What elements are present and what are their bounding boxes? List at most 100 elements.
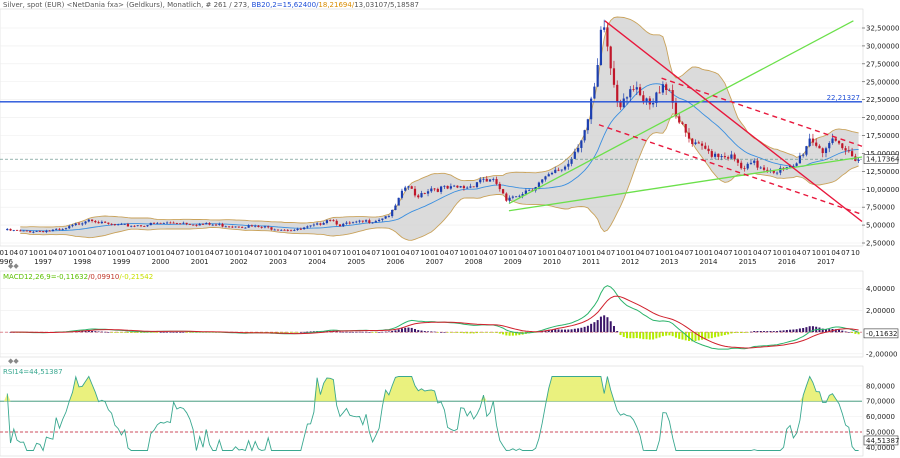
macd-tick-label: -0,11632 bbox=[866, 330, 897, 338]
macd-histogram-bar bbox=[107, 332, 110, 333]
macd-histogram-bar bbox=[91, 330, 94, 333]
macd-histogram-bar bbox=[175, 332, 178, 333]
month-tick-label: 04 bbox=[714, 249, 723, 257]
macd-histogram-bar bbox=[449, 332, 452, 333]
month-tick-label: 04 bbox=[675, 249, 684, 257]
macd-histogram-bar bbox=[727, 332, 730, 335]
month-tick-label: 07 bbox=[293, 249, 302, 257]
trend-line-red bbox=[604, 20, 863, 223]
rsi-overbought-fill bbox=[313, 377, 337, 402]
candle bbox=[775, 172, 779, 174]
macd-histogram-bar bbox=[707, 332, 710, 339]
macd-histogram-bar bbox=[342, 331, 345, 333]
macd-tick-label: 4,00000 bbox=[866, 285, 895, 293]
macd-histogram-bar bbox=[417, 330, 420, 333]
candle bbox=[466, 187, 469, 189]
candle bbox=[117, 224, 120, 226]
macd-histogram-bar bbox=[547, 329, 550, 333]
candle bbox=[789, 165, 792, 168]
month-tick-label: 01 bbox=[587, 249, 596, 257]
macd-histogram-bar bbox=[798, 328, 801, 333]
candle bbox=[462, 186, 466, 189]
candle bbox=[580, 140, 583, 148]
macd-histogram-bar bbox=[834, 329, 837, 333]
macd-histogram-bar bbox=[720, 332, 723, 336]
month-tick-label: 04 bbox=[440, 249, 449, 257]
candle bbox=[557, 169, 560, 171]
candle bbox=[599, 29, 603, 66]
candle bbox=[583, 130, 586, 141]
candle bbox=[472, 186, 475, 188]
macd-histogram-bar bbox=[443, 332, 446, 333]
macd-histogram-bar bbox=[658, 332, 661, 338]
horizontal-level-label: 22,21327 bbox=[827, 94, 860, 102]
candle bbox=[179, 223, 182, 225]
candle bbox=[632, 89, 635, 90]
candle bbox=[515, 196, 518, 198]
macd-tick-label: 2,00000 bbox=[866, 307, 895, 315]
candle bbox=[576, 147, 580, 152]
macd-histogram-bar bbox=[847, 332, 850, 333]
macd-histogram-bar bbox=[710, 332, 713, 339]
month-tick-label: 07 bbox=[450, 249, 459, 257]
candle bbox=[165, 222, 169, 224]
macd-histogram-bar bbox=[736, 332, 739, 333]
y-tick-label: 22,50000 bbox=[866, 96, 899, 104]
month-tick-label: 10 bbox=[68, 249, 77, 257]
macd-histogram-bar bbox=[841, 330, 844, 333]
macd-histogram-bar bbox=[518, 332, 521, 336]
macd-histogram-bar bbox=[498, 332, 501, 334]
candle bbox=[143, 226, 146, 227]
candle bbox=[400, 190, 404, 198]
candle bbox=[808, 138, 811, 147]
year-label: 2005 bbox=[347, 258, 365, 266]
macd-histogram-bar bbox=[286, 332, 289, 333]
month-tick-label: 01 bbox=[822, 249, 831, 257]
y-tick-label: 10,00000 bbox=[866, 186, 899, 194]
candle bbox=[260, 226, 263, 228]
macd-histogram-bar bbox=[505, 332, 508, 336]
candle bbox=[97, 222, 100, 224]
candle bbox=[492, 179, 495, 180]
candle bbox=[720, 156, 723, 158]
candle bbox=[723, 156, 726, 158]
collapse-handle-icon[interactable]: ◆◆ bbox=[8, 357, 19, 365]
candle bbox=[586, 119, 589, 131]
macd-histogram-bar bbox=[730, 332, 733, 334]
macd-histogram-bar bbox=[629, 332, 632, 339]
candle bbox=[475, 182, 479, 188]
candle bbox=[110, 223, 113, 225]
macd-histogram-bar bbox=[100, 331, 103, 333]
candle bbox=[35, 231, 38, 232]
macd-histogram-bar bbox=[446, 332, 449, 333]
macd-histogram-bar bbox=[296, 332, 299, 333]
candle bbox=[700, 143, 704, 146]
macd-histogram-bar bbox=[583, 326, 586, 333]
macd-histogram-bar bbox=[749, 331, 752, 333]
year-label: 1999 bbox=[113, 258, 131, 266]
macd-histogram-bar bbox=[185, 332, 188, 333]
macd-histogram-bar bbox=[400, 328, 403, 333]
candle bbox=[410, 186, 413, 189]
macd-histogram-bar bbox=[492, 332, 495, 333]
collapse-handle-icon-2[interactable]: ◆◆ bbox=[8, 262, 19, 270]
macd-histogram-bar bbox=[838, 329, 841, 333]
candle bbox=[15, 229, 19, 231]
macd-histogram-bar bbox=[704, 332, 707, 340]
macd-histogram-bar bbox=[655, 332, 658, 339]
y-tick-label: 5,00000 bbox=[866, 222, 895, 230]
candle bbox=[606, 27, 609, 47]
macd-histogram-bar bbox=[146, 332, 149, 333]
macd-histogram-bar bbox=[309, 331, 312, 333]
macd-histogram-bar bbox=[639, 332, 642, 339]
candle bbox=[64, 228, 68, 230]
y-tick-label: 30,00000 bbox=[866, 42, 899, 50]
month-tick-label: 04 bbox=[9, 249, 18, 257]
trend-channel-lower bbox=[598, 124, 863, 215]
candle bbox=[214, 224, 218, 226]
candle bbox=[547, 174, 550, 177]
macd-histogram-bar bbox=[645, 332, 648, 340]
macd-histogram-bar bbox=[681, 332, 684, 340]
candle bbox=[573, 151, 576, 159]
candle bbox=[824, 148, 828, 154]
